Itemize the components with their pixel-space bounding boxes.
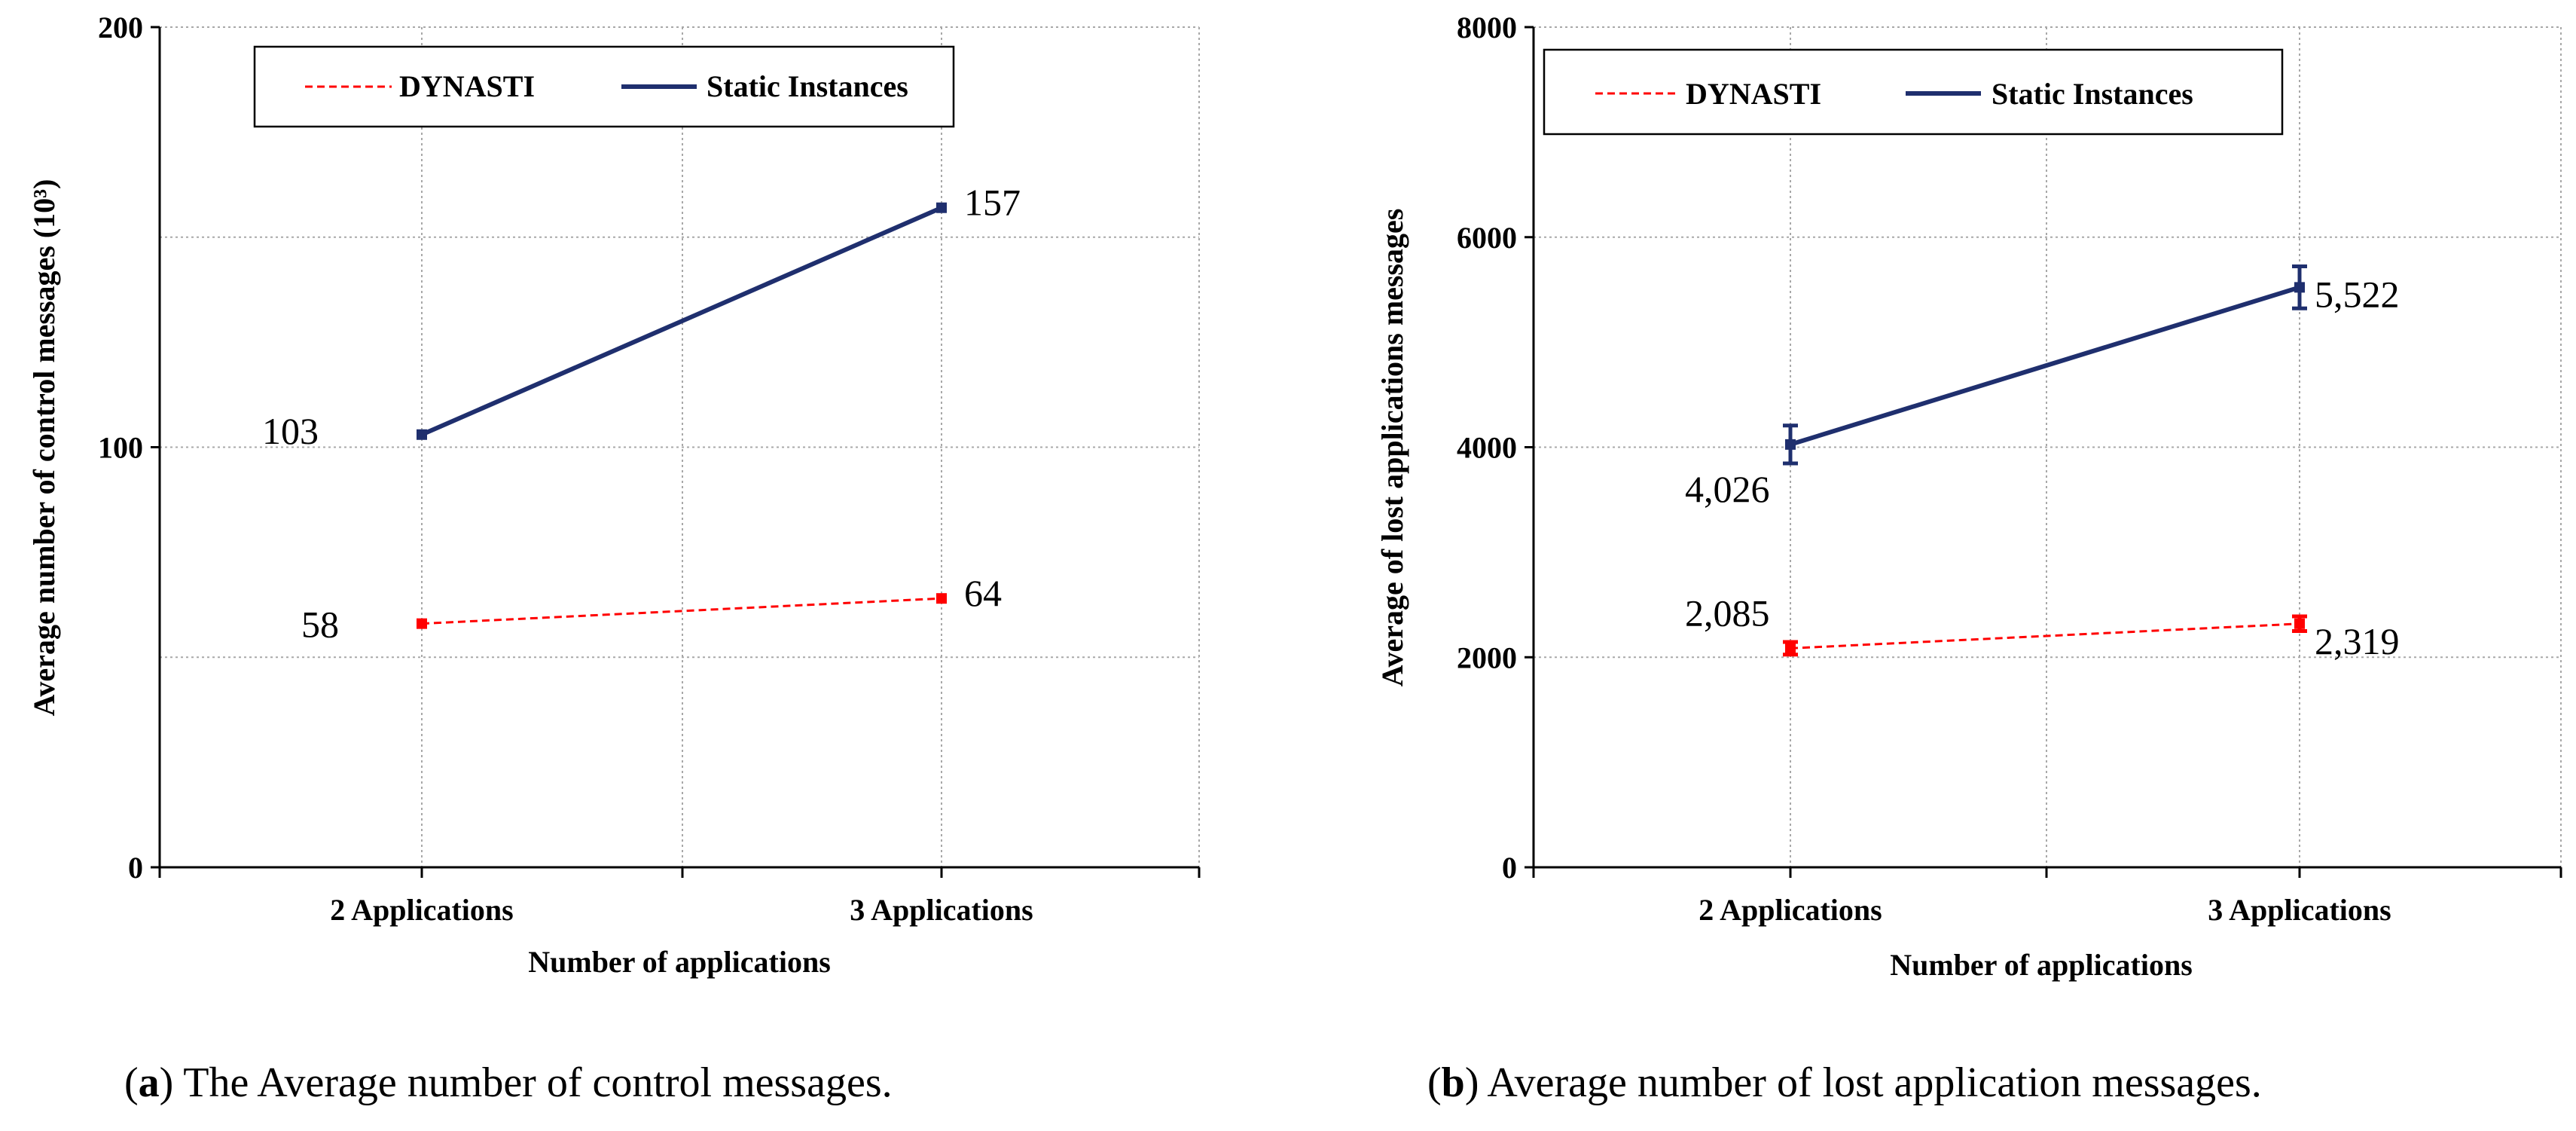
data-point [1785, 643, 1796, 654]
y-axis-label-b: Average of lost applications messages [1375, 209, 1409, 687]
caption-text-a: The Average number of control messages. [183, 1059, 892, 1106]
data-point [417, 429, 427, 440]
y-axis-label-a: Average number of control messages (10³) [27, 179, 61, 717]
legend-dynasti-label-b: DYNASTI [1686, 77, 1821, 111]
x-tick-label: 2 Applications [330, 893, 513, 927]
data-point [2294, 618, 2305, 629]
legend-static-label-b: Static Instances [1992, 77, 2193, 111]
data-point [417, 618, 427, 629]
caption-a: (a) The Average number of control messag… [124, 1059, 893, 1106]
legend-a: DYNASTI Static Instances [253, 45, 955, 128]
y-tick-label: 6000 [1457, 221, 1517, 255]
data-label: 2,319 [2315, 620, 2400, 662]
legend-b: DYNASTI Static Instances [1543, 48, 2284, 136]
x-axis-label-b: Number of applications [1890, 948, 2193, 982]
x-tick-label: 2 Applications [1699, 893, 1882, 927]
chart-a: 0 100 200 2 Applications 3 Applications Num… [27, 11, 1201, 1106]
data-label: 5,522 [2315, 273, 2400, 315]
y-tick-label: 4000 [1457, 431, 1517, 465]
data-point [2294, 282, 2305, 293]
data-point [1785, 439, 1796, 450]
caption-letter-a: a [139, 1059, 160, 1106]
series-b: 2,085 2,319 4,026 5,522 [1685, 264, 2400, 662]
x-axis-label-a: Number of applications [528, 945, 831, 979]
series-a: 58 64 103 157 [262, 182, 1021, 646]
data-label: 58 [301, 604, 339, 646]
legend-dynasti-label-a: DYNASTI [399, 69, 535, 103]
x-tick-label: 3 Applications [2208, 893, 2391, 927]
data-point [936, 593, 947, 604]
y-tick-label: 200 [98, 11, 143, 44]
x-ticks-b: 2 Applications 3 Applications [1532, 867, 2562, 927]
chart-b: 0 2000 4000 6000 8000 2 Applications 3 Applic… [1375, 11, 2562, 1106]
series-line-static-instances [420, 205, 943, 437]
y-tick-label: 2000 [1457, 640, 1517, 674]
legend-static-label-a: Static Instances [707, 69, 908, 103]
series-line-static-instances [1790, 285, 2300, 447]
x-ticks-a: 2 Applications 3 Applications [158, 867, 1201, 927]
data-label: 2,085 [1685, 591, 1770, 634]
y-tick-label: 0 [1502, 851, 1517, 885]
data-label: 103 [262, 410, 319, 452]
gridlines-b [1534, 26, 2562, 867]
series-line-dynasti [421, 597, 942, 625]
data-label: 64 [964, 572, 1002, 614]
data-point [936, 202, 947, 213]
y-tick-label: 8000 [1457, 11, 1517, 44]
series-line-dynasti [1790, 622, 2300, 650]
caption-text-b: Average number of lost application messa… [1487, 1059, 2261, 1106]
caption-letter-b: b [1442, 1059, 1465, 1106]
y-tick-label: 0 [128, 851, 143, 885]
x-tick-label: 3 Applications [850, 893, 1033, 927]
data-label: 157 [964, 182, 1021, 224]
data-label: 4,026 [1685, 468, 1770, 510]
gridlines-a [160, 26, 1200, 867]
y-tick-label: 100 [98, 431, 143, 465]
caption-b: (b) Average number of lost application m… [1427, 1059, 2262, 1106]
y-ticks-a: 0 100 200 [98, 11, 160, 885]
y-ticks-b: 0 2000 4000 6000 8000 [1457, 11, 1534, 885]
